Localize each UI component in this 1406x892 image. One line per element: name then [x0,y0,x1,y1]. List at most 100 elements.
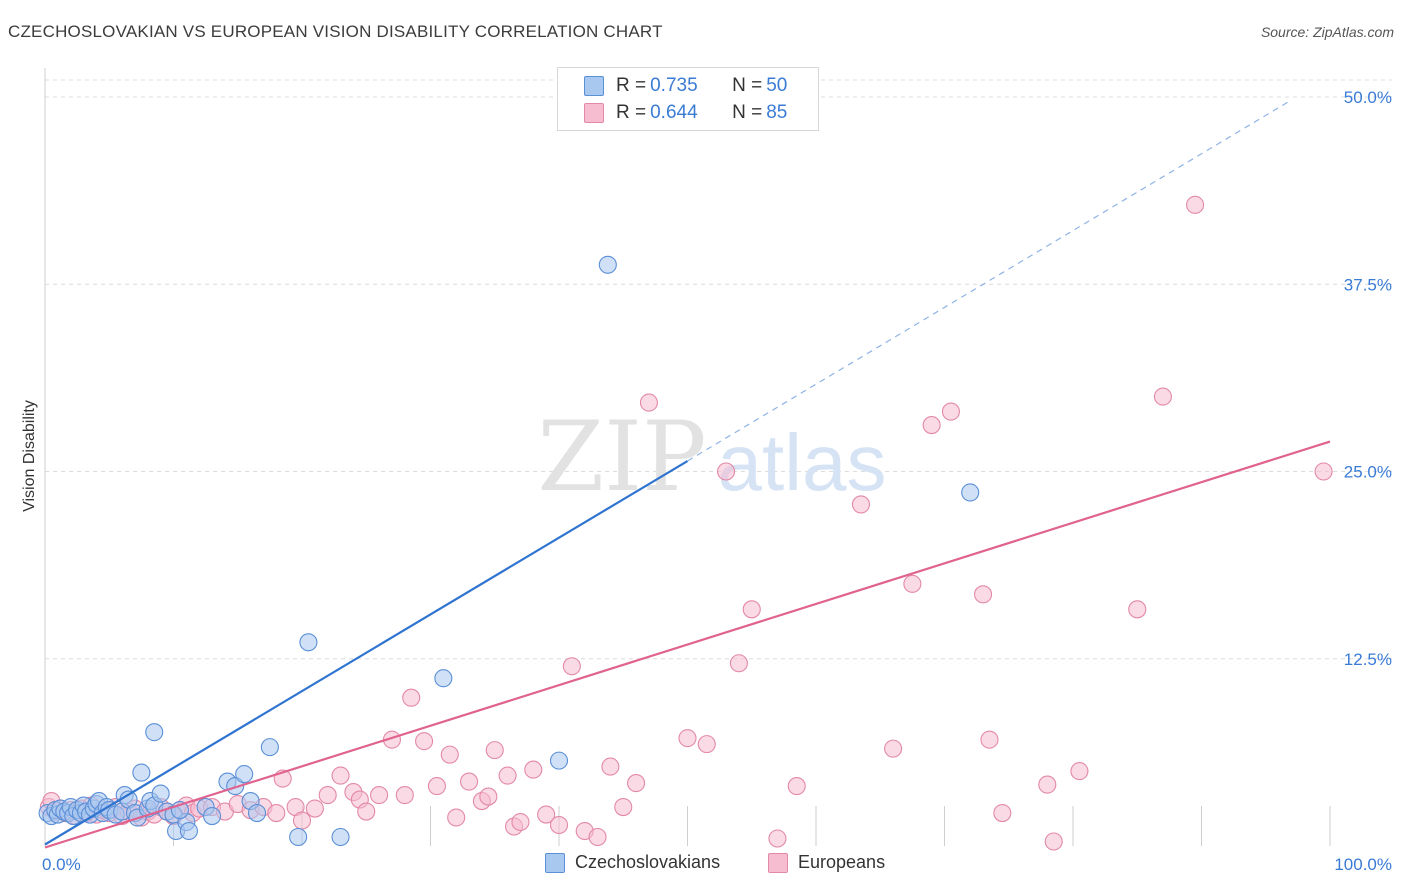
y-tick-label: 37.5% [1344,275,1392,294]
data-point-europeans [511,812,530,832]
source-label: Source: ZipAtlas.com [1260,24,1394,40]
legend-label-czechoslovakians: Czechoslovakians [575,852,721,872]
data-point-europeans [1153,387,1172,406]
data-point-europeans [447,808,466,827]
data-point-czechoslovakians [331,827,350,847]
legend-label-europeans: Europeans [798,852,886,872]
y-axis-title: Vision Disability [21,400,38,512]
data-point-europeans [851,495,871,514]
europeans-swatch [768,852,788,873]
legend-item-czechoslovakians[interactable]: Czechoslovakians [545,852,720,873]
data-point-czechoslovakians [549,751,569,770]
watermark-atlas: atlas [718,418,887,507]
data-point-europeans [1128,600,1147,619]
czechoslovakians-swatch [545,852,565,873]
data-point-czechoslovakians [434,669,453,688]
data-point-czechoslovakians [961,483,980,502]
data-point-europeans [941,402,960,421]
legend-row-czechoslovakians: R = 0.735 N = 50 [584,73,787,99]
data-point-europeans [1038,775,1057,794]
legend-r-label: R = [616,75,647,96]
data-point-europeans [292,811,312,830]
data-point-europeans [479,787,498,806]
data-point-europeans [537,805,556,824]
trendline-czechoslovakians [44,460,689,846]
trendline-europeans [44,440,1331,849]
data-point-europeans [267,803,286,823]
x-tick-label: 0.0% [42,855,81,874]
y-tick-label: 50.0% [1344,88,1392,107]
data-point-europeans [395,786,414,805]
data-point-europeans [627,774,646,793]
trendline-czechoslovakians-extension [687,99,1292,462]
data-point-czechoslovakians [289,827,308,847]
data-point-europeans [1314,462,1333,481]
czechoslovakians-swatch [584,76,604,96]
data-point-europeans [601,757,620,776]
data-point-czechoslovakians [203,806,222,826]
legend-r-value: 0.644 [650,102,698,123]
stats-legend: R = 0.735 N = 50 R = 0.644 N = 85 [557,67,819,131]
data-point-europeans [980,730,999,749]
data-point-czechoslovakians [299,633,318,652]
watermark: ZIP atlas [537,401,886,513]
legend-row-europeans: R = 0.644 N = 85 [584,100,787,126]
data-point-europeans [639,393,659,412]
x-tick-label: 100.0% [1334,855,1392,874]
data-point-europeans [973,585,993,604]
data-point-europeans [415,732,434,751]
data-point-europeans [884,739,903,758]
data-point-czechoslovakians [235,765,254,784]
data-point-europeans [1186,195,1205,214]
series-legend: Czechoslovakians Europeans [0,852,1406,878]
data-point-europeans [903,574,922,593]
data-point-europeans [370,786,389,805]
data-point-europeans [729,654,748,673]
data-point-czechoslovakians [151,784,170,803]
data-point-europeans [742,600,761,619]
axis-layer: 12.5% 25.0% 37.5% 50.0% 0.0% 100.0% [42,68,1392,874]
legend-n-value: 85 [766,102,788,123]
data-point-czechoslovakians [226,777,245,796]
y-tick-label: 12.5% [1344,650,1392,669]
trend-layer [44,99,1331,849]
czechoslovakians-points [38,255,980,847]
y-tick-label: 25.0% [1344,463,1392,482]
data-point-czechoslovakians [132,763,151,782]
europeans-points [39,195,1333,851]
data-point-czechoslovakians [260,738,279,757]
data-point-europeans [716,462,736,481]
data-point-europeans [1070,762,1089,781]
data-point-europeans [524,760,543,779]
data-point-europeans [498,766,517,785]
data-point-europeans [614,798,633,817]
data-point-europeans [588,827,607,847]
data-point-czechoslovakians [598,255,617,274]
data-point-europeans [922,416,941,435]
legend-n-label: N = [732,75,763,96]
data-point-europeans [678,729,697,748]
europeans-swatch [584,103,604,123]
data-point-europeans [562,657,581,676]
data-point-europeans [402,688,421,707]
data-point-europeans [427,777,446,796]
chart-title: CZECHOSLOVAKIAN VS EUROPEAN VISION DISAB… [8,22,663,41]
data-point-europeans [787,777,806,796]
data-point-europeans [768,829,787,848]
watermark-zip: ZIP [537,401,706,513]
data-point-europeans [485,741,504,760]
data-point-europeans [1044,832,1063,851]
data-point-europeans [549,815,569,835]
data-point-europeans [459,772,479,791]
data-point-czechoslovakians [179,821,198,841]
data-point-czechoslovakians [145,723,164,742]
legend-r-label: R = [616,102,647,123]
legend-item-europeans[interactable]: Europeans [768,852,885,873]
data-point-europeans [993,803,1012,823]
data-point-europeans [440,745,459,764]
data-point-czechoslovakians [247,803,267,823]
legend-r-value: 0.735 [650,75,698,96]
data-point-europeans [331,766,350,785]
grid-layer [45,79,1392,660]
